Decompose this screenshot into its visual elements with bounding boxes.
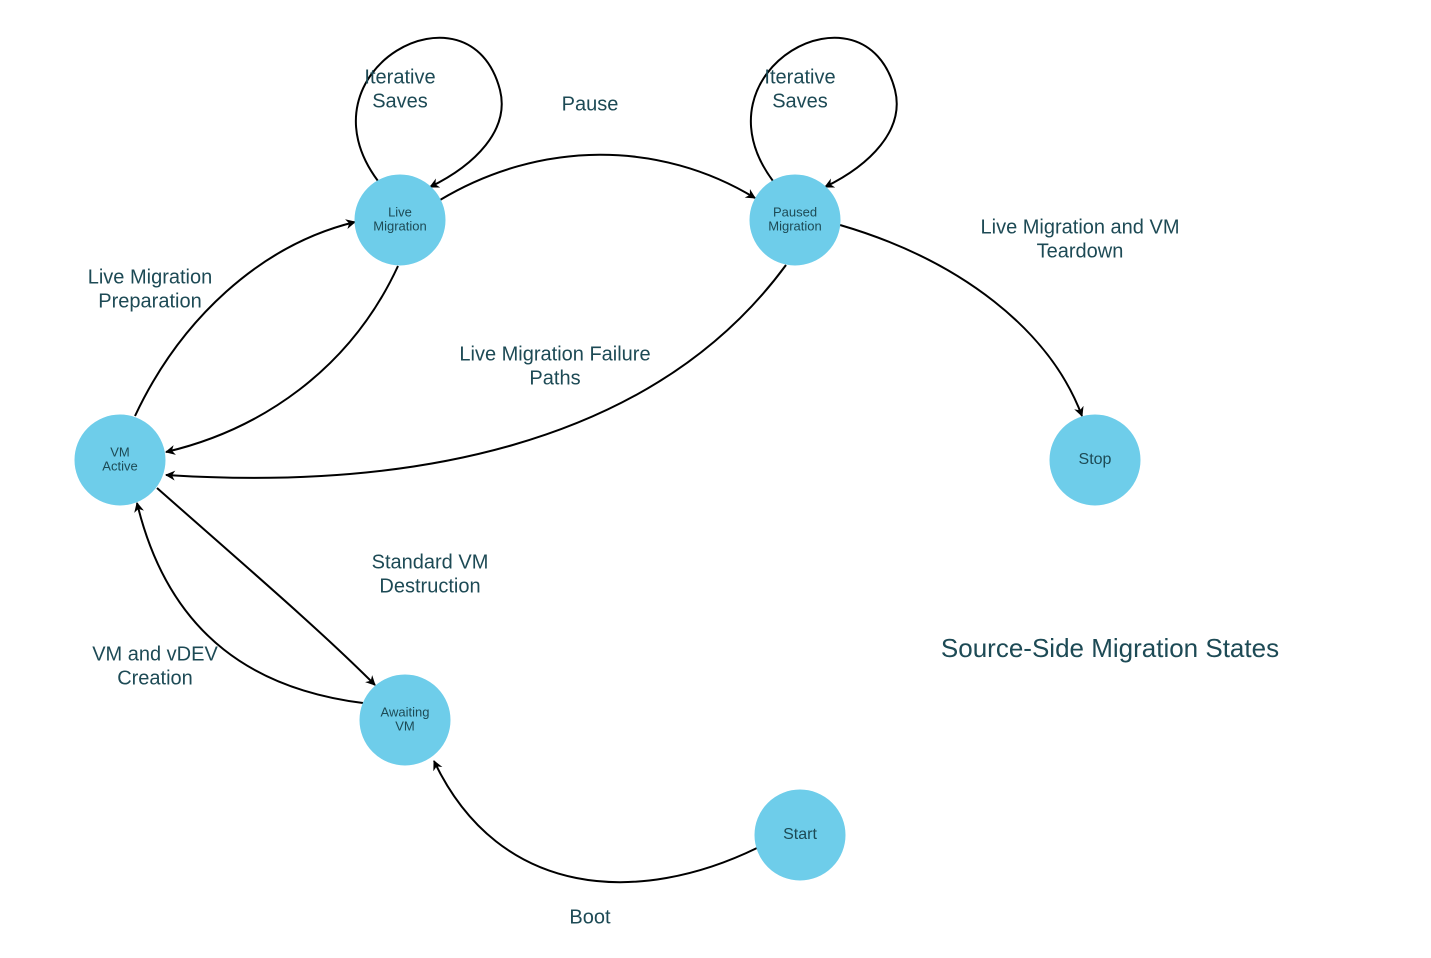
- edge-label-iterative_saves_paused: Saves: [772, 90, 828, 112]
- edge-label-live_migration_prep: Preparation: [98, 290, 201, 312]
- state-node-label: Start: [783, 826, 817, 843]
- state-node-label: Migration: [768, 218, 821, 233]
- state-node-label: Paused: [773, 204, 817, 219]
- state-node-label: Live: [388, 204, 412, 219]
- edge-label-teardown: Teardown: [1037, 240, 1124, 262]
- edge-label-iterative_saves_paused: Iterative: [764, 66, 835, 88]
- state-node-awaiting_vm: AwaitingVM: [360, 675, 450, 765]
- state-node-label: Migration: [373, 218, 426, 233]
- edge-boot: [434, 761, 757, 882]
- edge-iterative_saves_live: [356, 38, 502, 187]
- edge-label-standard_vm_destruction: Standard VM: [372, 551, 489, 573]
- edge-label-pause: Pause: [562, 93, 619, 115]
- diagram-title: Source-Side Migration States: [941, 633, 1279, 663]
- edge-failure_from_paused: [166, 265, 786, 478]
- edge-label-boot: Boot: [569, 906, 611, 928]
- edge-label-vm_vdev_creation: Creation: [117, 667, 193, 689]
- state-node-live_migration: LiveMigration: [355, 175, 445, 265]
- edge-label-standard_vm_destruction: Destruction: [379, 575, 480, 597]
- state-node-label: Active: [102, 458, 137, 473]
- edge-label-vm_vdev_creation: VM and vDEV: [92, 643, 218, 665]
- state-node-vm_active: VMActive: [75, 415, 165, 505]
- state-node-label: Stop: [1079, 451, 1112, 468]
- edge-label-live_migration_prep: Live Migration: [88, 266, 213, 288]
- state-node-label: VM: [395, 718, 415, 733]
- state-node-stop: Stop: [1050, 415, 1140, 505]
- state-node-label: VM: [110, 444, 130, 459]
- edge-label-failure_from_live: Paths: [529, 367, 580, 389]
- state-node-label: Awaiting: [381, 704, 430, 719]
- state-diagram: VMActiveLiveMigrationPausedMigrationStop…: [0, 0, 1431, 958]
- edge-pause: [440, 155, 755, 200]
- edge-label-failure_from_live: Live Migration Failure: [459, 343, 650, 365]
- edge-live_migration_prep: [135, 222, 355, 416]
- state-node-start: Start: [755, 790, 845, 880]
- edge-label-teardown: Live Migration and VM: [981, 216, 1180, 238]
- edge-label-iterative_saves_live: Iterative: [364, 66, 435, 88]
- state-node-paused_migration: PausedMigration: [750, 175, 840, 265]
- edge-iterative_saves_paused: [751, 38, 897, 187]
- edge-label-iterative_saves_live: Saves: [372, 90, 428, 112]
